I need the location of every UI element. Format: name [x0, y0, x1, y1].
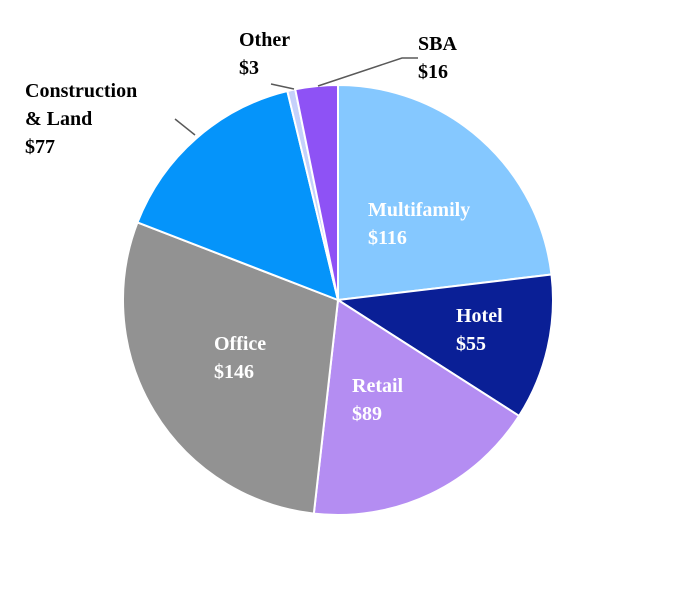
- slice-label-office: Office $146: [214, 333, 266, 383]
- slice-labels: Multifamily $116 Hotel $55 Retail $89 Office $1…: [25, 29, 503, 425]
- pie-slice-sba: [294, 83, 339, 301]
- slice-value-other: $3: [239, 57, 259, 79]
- leader-line-construction-land: [174, 118, 196, 136]
- leader-line-other: [270, 83, 295, 90]
- slice-name-hotel: Hotel: [456, 305, 503, 327]
- slice-value-construction-land: $77: [25, 136, 55, 158]
- slice-value-hotel: $55: [456, 333, 486, 355]
- slice-name-office: Office: [214, 333, 266, 355]
- slice-label-retail: Retail $89: [352, 375, 404, 425]
- pie-slice-retail: [312, 298, 521, 517]
- pie-slice-office: [122, 221, 340, 515]
- slice-name-multifamily: Multifamily: [368, 199, 470, 221]
- slice-name-construction-land: Construction: [25, 80, 137, 102]
- slice-value-multifamily: $116: [368, 227, 407, 249]
- slice-label-sba: SBA $16: [418, 33, 457, 83]
- pie-slices: [122, 83, 554, 517]
- slice-value-retail: $89: [352, 403, 382, 425]
- pie-slice-multifamily: [337, 83, 553, 302]
- slice-label-hotel: Hotel $55: [456, 305, 503, 355]
- leader-lines: [174, 57, 418, 136]
- slice-label-multifamily: Multifamily $116: [368, 199, 470, 249]
- slice-name-other: Other: [239, 29, 290, 51]
- slice-name-construction-land: & Land: [25, 108, 92, 130]
- pie-slice-hotel: [335, 273, 554, 418]
- slice-name-sba: SBA: [418, 33, 457, 55]
- slice-value-sba: $16: [418, 61, 448, 83]
- slice-value-office: $146: [214, 361, 254, 383]
- slice-label-other: Other $3: [239, 29, 290, 79]
- slice-label-construction-land: Construction & Land $77: [25, 80, 137, 158]
- leader-line-sba: [317, 57, 418, 87]
- pie-slice-construction-land: [136, 89, 340, 302]
- slice-name-retail: Retail: [352, 375, 404, 397]
